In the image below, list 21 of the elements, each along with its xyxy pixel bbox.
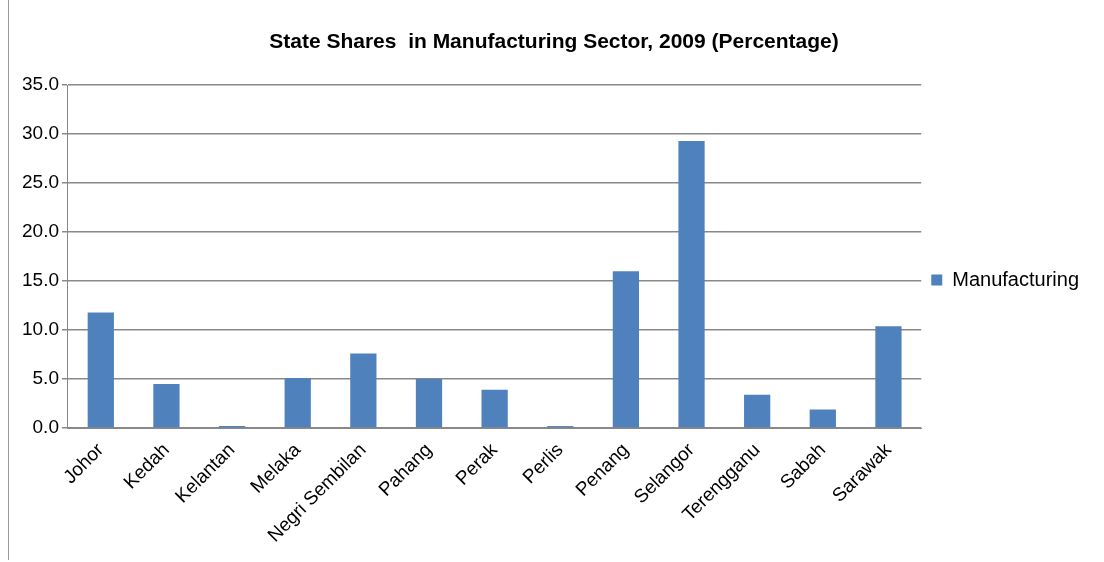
y-tick-label: 35.0 bbox=[22, 73, 59, 95]
bar bbox=[284, 378, 311, 428]
y-tick-label: 5.0 bbox=[32, 367, 59, 389]
bar bbox=[612, 271, 640, 428]
y-tick-label: 25.0 bbox=[22, 171, 59, 193]
y-tick-label: 15.0 bbox=[22, 269, 59, 291]
bar bbox=[481, 389, 508, 428]
bar bbox=[350, 353, 377, 428]
legend-label: Manufacturing bbox=[952, 267, 1080, 290]
bar bbox=[415, 379, 443, 428]
bar bbox=[153, 383, 180, 428]
bar bbox=[744, 394, 771, 428]
bar bbox=[809, 409, 836, 428]
y-tick-label: 10.0 bbox=[22, 318, 59, 340]
bar bbox=[678, 141, 705, 428]
bar bbox=[87, 312, 114, 428]
y-tick-label: 30.0 bbox=[22, 122, 59, 144]
y-tick-label: 20.0 bbox=[22, 220, 59, 242]
bar bbox=[875, 326, 902, 428]
y-tick-label: 0.0 bbox=[32, 416, 59, 438]
chart-title: State Shares in Manufacturing Sector, 2009 (Percentage) bbox=[269, 29, 839, 53]
